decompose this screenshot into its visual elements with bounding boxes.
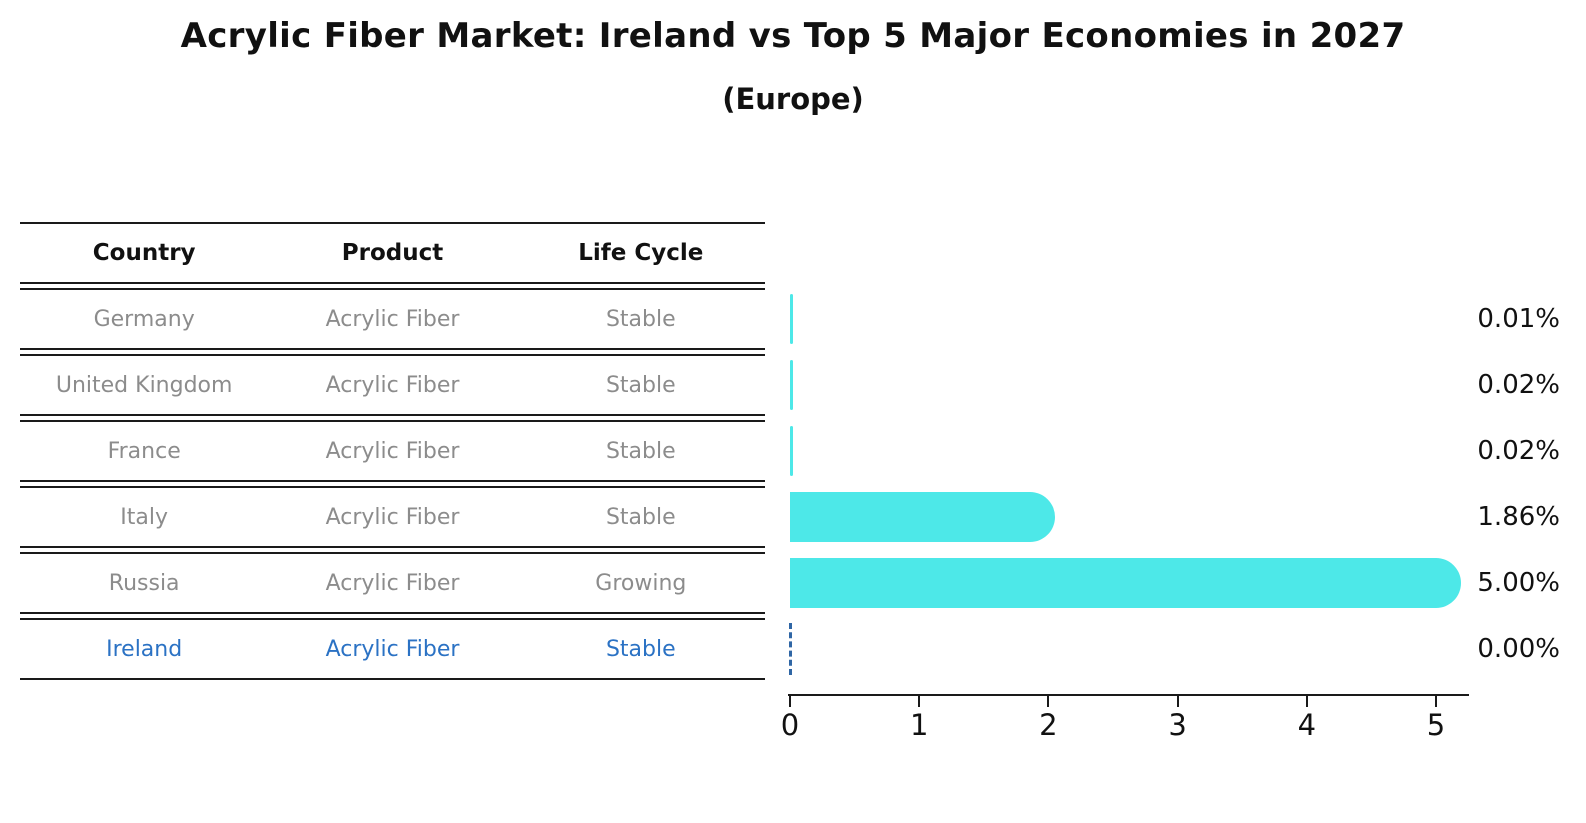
x-tick [1305, 696, 1308, 707]
x-tick-label: 4 [1297, 708, 1317, 742]
table-row-ireland: Ireland Acrylic Fiber Stable [20, 618, 765, 680]
bar-united-kingdom [790, 360, 793, 410]
zero-value-marker-ireland [789, 623, 792, 675]
bar-france [790, 426, 793, 476]
chart-title: Acrylic Fiber Market: Ireland vs Top 5 M… [180, 16, 1406, 56]
value-label-france: 0.02% [1477, 436, 1560, 466]
table-row-germany: Germany Acrylic Fiber Stable [20, 288, 765, 350]
country-table: Country Product Life Cycle Germany Acryli… [20, 222, 765, 680]
column-header-country: Country [92, 240, 196, 266]
table-cell-country: Russia [108, 570, 180, 596]
value-label-united-kingdom: 0.02% [1477, 370, 1560, 400]
x-tick-label: 5 [1426, 708, 1446, 742]
table-row-russia: Russia Acrylic Fiber Growing [20, 552, 765, 614]
table-cell-life-cycle: Stable [605, 636, 676, 662]
value-label-germany: 0.01% [1477, 304, 1560, 334]
table-cell-product: Acrylic Fiber [325, 438, 460, 464]
table-cell-country: Germany [93, 306, 195, 332]
table-header-row: Country Product Life Cycle [20, 222, 765, 284]
x-tick [1176, 696, 1179, 707]
bar-russia [790, 558, 1461, 608]
x-axis-line [788, 694, 1469, 696]
table-cell-product: Acrylic Fiber [325, 504, 460, 530]
value-label-russia: 5.00% [1477, 568, 1560, 598]
x-tick [918, 696, 921, 707]
table-cell-country: Ireland [106, 636, 183, 662]
table-cell-country: France [107, 438, 181, 464]
x-tick [789, 696, 791, 707]
table-cell-life-cycle: Stable [605, 504, 676, 530]
x-tick-label: 0 [780, 708, 800, 742]
table-row-united-kingdom: United Kingdom Acrylic Fiber Stable [20, 354, 765, 416]
x-tick-label: 1 [909, 708, 929, 742]
table-cell-country: United Kingdom [55, 372, 233, 398]
x-tick-label: 2 [1039, 708, 1058, 742]
table-cell-product: Acrylic Fiber [325, 570, 460, 596]
bar-germany [790, 294, 793, 344]
bar-italy [790, 492, 1056, 542]
table-cell-product: Acrylic Fiber [325, 636, 460, 662]
table-cell-life-cycle: Stable [605, 372, 676, 398]
table-row-france: France Acrylic Fiber Stable [20, 420, 765, 482]
column-header-product: Product [341, 240, 444, 266]
table-cell-product: Acrylic Fiber [325, 372, 460, 398]
value-label-italy: 1.86% [1477, 502, 1560, 532]
table-cell-life-cycle: Growing [595, 570, 687, 596]
x-tick [1047, 696, 1050, 707]
value-label-ireland: 0.00% [1477, 634, 1560, 664]
table-cell-life-cycle: Stable [605, 306, 676, 332]
x-tick [1435, 696, 1437, 707]
table-row-italy: Italy Acrylic Fiber Stable [20, 486, 765, 548]
table-cell-product: Acrylic Fiber [325, 306, 460, 332]
column-header-life-cycle: Life Cycle [578, 240, 704, 266]
chart-subtitle: (Europe) [722, 82, 864, 116]
table-cell-life-cycle: Stable [605, 438, 676, 464]
table-cell-country: Italy [120, 504, 169, 530]
x-tick-label: 3 [1168, 708, 1187, 742]
